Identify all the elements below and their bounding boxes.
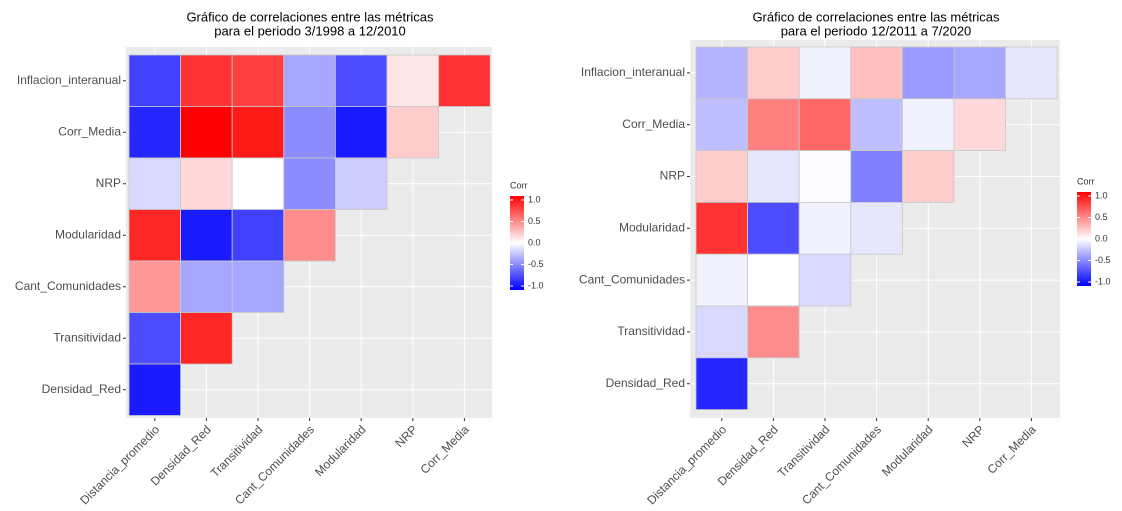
y-tick-label: Densidad_Red (42, 382, 121, 396)
heatmap-cell (128, 312, 181, 365)
heatmap-cell (798, 98, 852, 152)
heatmap-cell (180, 157, 233, 210)
heatmap-cell (438, 54, 491, 107)
chart-title: para el periodo 12/2011 a 7/2020 (781, 23, 972, 38)
heatmap-cell (231, 260, 285, 313)
legend-tick-label: 0.0 (528, 237, 541, 247)
y-tick-label: Corr_Media (58, 124, 121, 138)
x-tick-label: Distancia_promedio (644, 422, 729, 506)
heatmap-cell (231, 54, 285, 107)
legend-colorbar (510, 196, 524, 290)
heatmap-cell (128, 260, 181, 313)
heatmap-cell (128, 363, 181, 416)
legend-tick-label: 0.5 (528, 216, 541, 226)
heatmap-cell (902, 98, 955, 152)
heatmap-cell (695, 357, 748, 410)
heatmap-cell (953, 46, 1006, 100)
x-tick-label: Corr_Media (985, 422, 1039, 476)
heatmap-cell (231, 209, 285, 262)
heatmap-cell (128, 106, 181, 159)
x-tick-label: Corr_Media (418, 422, 472, 476)
heatmap-cell (695, 150, 748, 203)
y-tick-label: Cant_Comunidades (15, 279, 121, 293)
legend-title: Corr (510, 180, 528, 190)
legend-tick-label: 0.0 (1095, 233, 1108, 243)
heatmap-cell (231, 106, 285, 159)
heatmap-cell (850, 46, 903, 100)
heatmap-cell (747, 98, 800, 152)
legend-tick-label: 1.0 (1095, 190, 1108, 200)
heatmap-cell (180, 54, 233, 107)
y-tick-label: Inflacion_interanual (581, 65, 685, 79)
y-tick-label: Inflacion_interanual (17, 73, 121, 87)
legend-tick-label: -1.0 (528, 280, 544, 290)
heatmap-cell (695, 46, 748, 100)
chart-title: para el periodo 3/1998 a 12/2010 (214, 23, 406, 38)
x-tick-label: NRP (392, 422, 420, 450)
heatmap-cell (850, 150, 903, 203)
legend-title: Corr (1077, 176, 1095, 186)
legend-tick-label: 0.5 (1095, 212, 1108, 222)
heatmap-cell (334, 106, 388, 159)
heatmap-cell (180, 106, 233, 159)
heatmap-cell (283, 106, 336, 159)
heatmap-cell (283, 209, 336, 262)
legend-tick-label: -0.5 (1095, 255, 1111, 265)
y-tick-label: Modularidad (55, 227, 121, 241)
heatmap-cell (283, 157, 336, 210)
heatmap-cell (231, 157, 285, 210)
y-tick-label: NRP (660, 169, 685, 183)
heatmap-cell (180, 312, 233, 365)
x-tick-label: Modularidad (879, 422, 936, 479)
heatmap-cell (902, 150, 955, 203)
heatmap-cell (798, 150, 852, 203)
heatmap-cell (334, 157, 388, 210)
heatmap-cell (902, 46, 955, 100)
heatmap-cell (747, 201, 800, 255)
x-tick-label: Distancia_promedio (77, 422, 162, 506)
heatmap-cell (850, 201, 903, 255)
heatmap-cell (953, 98, 1006, 152)
heatmap-cell (747, 305, 800, 359)
y-tick-label: Transitividad (617, 324, 685, 338)
chart-title: Gráfico de correlaciones entre las métri… (186, 9, 434, 24)
y-tick-label: Cant_Comunidades (579, 272, 685, 286)
x-tick-label: Modularidad (312, 422, 369, 479)
heatmap-cell (386, 54, 439, 107)
legend-colorbar (1077, 192, 1091, 286)
heatmap-cell (128, 54, 181, 107)
heatmap-cell (747, 150, 800, 203)
heatmap-cell (128, 209, 181, 262)
heatmap-cell (798, 253, 852, 307)
heatmap-cell (747, 46, 800, 100)
heatmap-cell (695, 305, 748, 359)
heatmap-cell (695, 201, 748, 255)
heatmap-cell (283, 54, 336, 107)
heatmap-cell (798, 201, 852, 255)
heatmap-cell (386, 106, 439, 159)
y-tick-label: Densidad_Red (606, 376, 685, 390)
heatmap-cell (128, 157, 181, 210)
legend-tick-label: 1.0 (528, 194, 541, 204)
heatmap-cell (695, 98, 748, 152)
y-tick-label: Transitividad (53, 330, 121, 344)
y-tick-label: Corr_Media (622, 117, 685, 131)
y-tick-label: NRP (96, 176, 121, 190)
legend-tick-label: -1.0 (1095, 276, 1111, 286)
heatmap-cell (747, 253, 800, 307)
heatmap-cell (695, 253, 748, 307)
heatmap-cell (1005, 46, 1058, 100)
legend-tick-label: -0.5 (528, 259, 544, 269)
chart-title: Gráfico de correlaciones entre las métri… (752, 9, 1000, 24)
heatmap-cell (798, 46, 852, 100)
heatmap-cell (180, 209, 233, 262)
heatmap-cell (334, 54, 388, 107)
heatmap-cell (850, 98, 903, 152)
heatmap-cell (180, 260, 233, 313)
y-tick-label: Modularidad (619, 220, 685, 234)
x-tick-label: NRP (959, 422, 987, 450)
